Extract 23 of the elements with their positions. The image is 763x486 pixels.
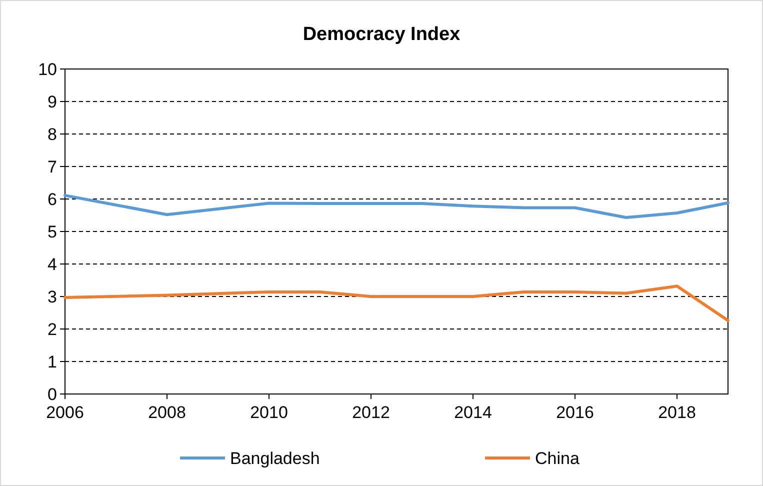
y-tick-label: 2 xyxy=(48,320,57,339)
y-tick-label: 7 xyxy=(48,157,57,176)
x-tick-label: 2008 xyxy=(148,403,186,422)
x-tick-label: 2012 xyxy=(352,403,390,422)
x-tick-label: 2018 xyxy=(658,403,696,422)
y-tick-label: 3 xyxy=(48,287,57,306)
x-tick-label: 2010 xyxy=(250,403,288,422)
x-tick-label: 2014 xyxy=(454,403,492,422)
y-tick-label: 10 xyxy=(38,60,57,79)
y-tick-label: 5 xyxy=(48,222,57,242)
x-tick-label: 2016 xyxy=(556,403,594,422)
y-tick-label: 4 xyxy=(48,254,57,274)
y-tick-label: 6 xyxy=(48,190,57,209)
x-tick-label: 2006 xyxy=(46,403,84,422)
y-tick-label: 0 xyxy=(48,384,57,404)
line-series xyxy=(64,194,730,220)
legend-label: China xyxy=(535,448,580,468)
legend-label: Bangladesh xyxy=(230,448,320,468)
line-series xyxy=(64,284,730,322)
y-tick-label: 8 xyxy=(48,124,57,144)
y-tick-label: 9 xyxy=(48,92,57,112)
chart-title: Democracy Index xyxy=(302,24,461,45)
y-tick-label: 1 xyxy=(48,352,57,372)
